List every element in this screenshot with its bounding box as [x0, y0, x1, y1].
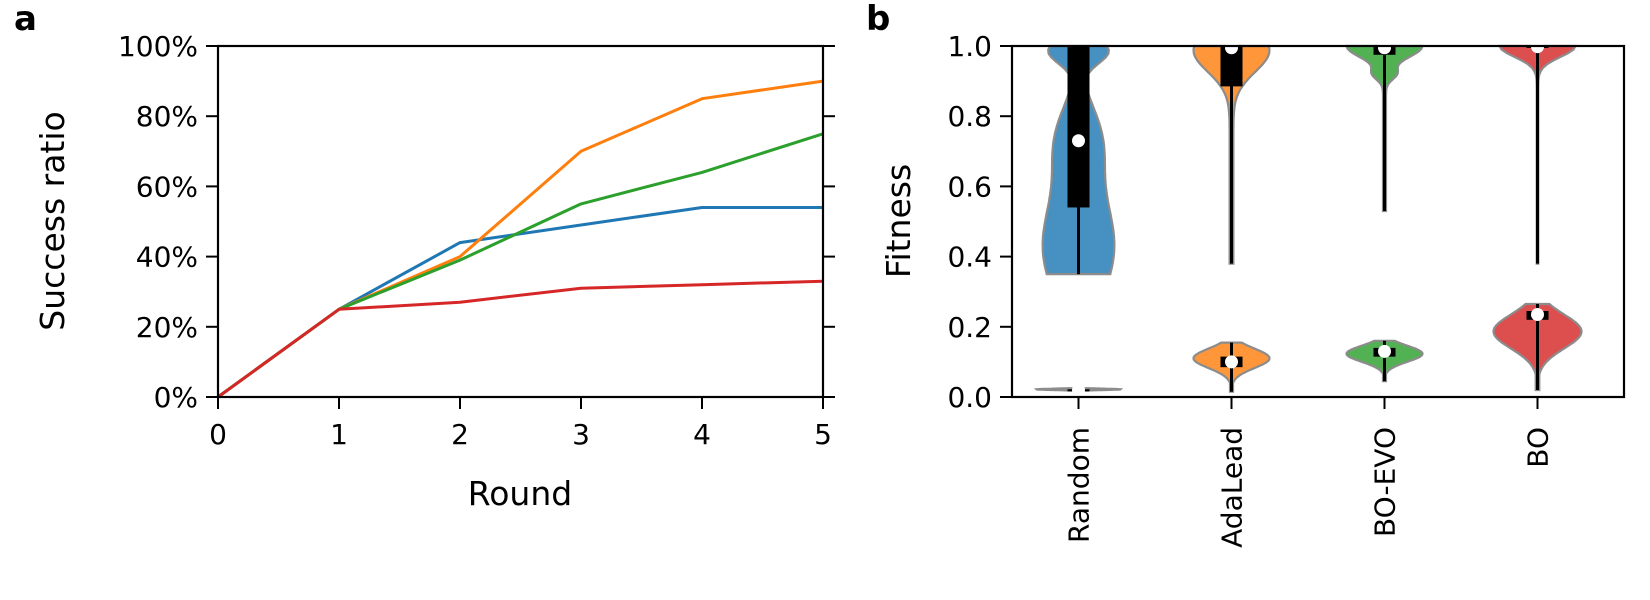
- y-tick-label: 0.6: [947, 170, 992, 203]
- x-tick-label: 4: [693, 418, 711, 451]
- y-tick-label: 60%: [136, 170, 198, 203]
- y-tick-label: 0%: [154, 381, 198, 414]
- y-tick-label: 0.2: [947, 311, 992, 344]
- x-tick-label: 1: [330, 418, 348, 451]
- axis-ticks-a: 0% 20% 40% 60% 80% 100% 0 1 2 3 4 5: [118, 30, 835, 451]
- median-dot-upper: [1225, 41, 1238, 55]
- iqr-box-upper: [1067, 46, 1090, 208]
- y-tick-label: 20%: [136, 311, 198, 344]
- x-tick-label: 2: [451, 418, 469, 451]
- y-tick-label: 0.0: [947, 381, 992, 414]
- x-tick-label: 5: [814, 418, 832, 451]
- plot-frame-b: [1010, 44, 1626, 399]
- line-series-1: [217, 79, 824, 399]
- panel-b-violin-chart: b 0.0 0.2 0.4 0.6 0.8 1.0 Random AdaLead BO-EVO B…: [866, 0, 1626, 548]
- y-tick-label: 0.4: [947, 241, 992, 274]
- x-tick-label-bo: BO: [1522, 427, 1555, 468]
- plot-frame-a: [216, 44, 825, 399]
- violin-adalead: [1192, 41, 1271, 393]
- axis-ticks-b: 0.0 0.2 0.4 0.6 0.8 1.0 Random AdaLead BO-EVO BO: [947, 30, 1554, 548]
- violin-group: [1033, 40, 1583, 397]
- median-dot-lower: [1225, 355, 1238, 369]
- x-tick-label: 0: [209, 418, 227, 451]
- line-series-3: [217, 279, 824, 399]
- line-series-0: [217, 206, 823, 399]
- median-dot-lower: [1378, 344, 1391, 358]
- median-dot-upper: [1378, 41, 1391, 55]
- median-dot-lower: [1072, 383, 1085, 397]
- median-dot-upper: [1072, 134, 1085, 148]
- violin-bo-evo: [1344, 41, 1425, 383]
- y-tick-label: 1.0: [947, 30, 992, 63]
- panel-label-a: a: [14, 0, 37, 39]
- iqr-box-upper: [1220, 46, 1243, 87]
- panel-a-line-chart: a 0% 20% 40% 60% 80% 100% 0 1 2 3 4 5 Success ratio…: [14, 0, 835, 513]
- line-series-group: [217, 79, 824, 399]
- violin-bo: [1492, 40, 1583, 392]
- x-tick-label-random: Random: [1063, 427, 1096, 543]
- x-tick-label-adalead: AdaLead: [1216, 427, 1249, 548]
- x-tick-label-bo-evo: BO-EVO: [1369, 427, 1402, 537]
- y-axis-title-b: Fitness: [879, 164, 918, 278]
- y-tick-label: 0.8: [947, 100, 992, 133]
- x-axis-title-a: Round: [468, 474, 572, 513]
- y-tick-label: 100%: [118, 30, 198, 63]
- median-dot-lower: [1531, 308, 1544, 322]
- y-tick-label: 80%: [136, 100, 198, 133]
- violin-random: [1033, 44, 1124, 397]
- line-series-2: [217, 132, 824, 399]
- x-tick-label: 3: [572, 418, 590, 451]
- y-tick-label: 40%: [136, 241, 198, 274]
- panel-label-b: b: [866, 0, 890, 39]
- y-axis-title-a: Success ratio: [33, 111, 72, 330]
